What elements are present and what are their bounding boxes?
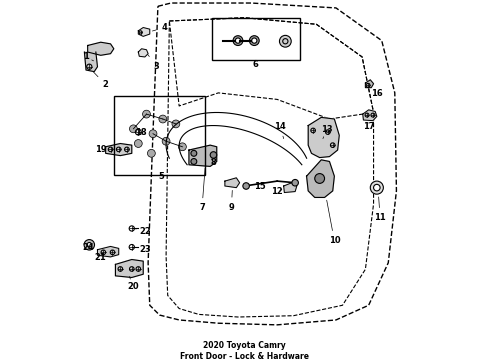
Text: 19: 19 (95, 145, 106, 154)
Circle shape (279, 35, 291, 47)
Circle shape (233, 36, 243, 45)
Text: 15: 15 (254, 183, 265, 192)
Text: 2: 2 (93, 72, 108, 89)
Circle shape (149, 130, 157, 138)
Circle shape (369, 181, 383, 194)
Circle shape (251, 38, 256, 43)
Text: 2020 Toyota Camry
Front Door - Lock & Hardware: 2020 Toyota Camry Front Door - Lock & Ha… (180, 341, 308, 360)
Circle shape (162, 137, 170, 145)
Circle shape (190, 158, 196, 165)
Polygon shape (188, 145, 216, 166)
Circle shape (373, 184, 379, 191)
Circle shape (249, 36, 259, 45)
Text: 23: 23 (134, 245, 150, 254)
Text: 13: 13 (320, 125, 332, 139)
Bar (114, 96, 205, 175)
Circle shape (190, 150, 196, 156)
Polygon shape (138, 27, 149, 36)
Circle shape (134, 140, 142, 148)
Circle shape (147, 149, 155, 157)
Text: 4: 4 (152, 23, 167, 32)
Text: 1: 1 (83, 53, 93, 62)
Polygon shape (362, 110, 376, 121)
Text: 21: 21 (94, 253, 106, 262)
Text: 18: 18 (135, 128, 146, 137)
Text: 17: 17 (363, 122, 374, 131)
Polygon shape (138, 49, 148, 57)
Text: 11: 11 (373, 197, 385, 222)
Polygon shape (283, 183, 296, 193)
Text: 5: 5 (158, 172, 164, 181)
Circle shape (87, 243, 91, 247)
Circle shape (291, 179, 298, 186)
Polygon shape (306, 160, 334, 197)
Circle shape (243, 183, 249, 189)
Circle shape (178, 143, 186, 151)
Text: 20: 20 (127, 276, 138, 291)
Text: 16: 16 (368, 84, 382, 98)
Text: 12: 12 (271, 187, 283, 196)
Polygon shape (224, 178, 239, 188)
Text: 7: 7 (199, 168, 204, 212)
Circle shape (142, 110, 150, 118)
Circle shape (210, 152, 216, 158)
Polygon shape (84, 52, 97, 72)
Text: 14: 14 (273, 122, 285, 139)
Circle shape (129, 125, 137, 133)
Circle shape (235, 38, 240, 43)
Circle shape (84, 239, 94, 250)
Circle shape (314, 174, 324, 183)
Text: 22: 22 (134, 227, 150, 236)
Text: 8: 8 (210, 158, 216, 167)
Circle shape (159, 115, 166, 123)
Circle shape (172, 120, 180, 128)
Polygon shape (115, 260, 143, 278)
Text: 3: 3 (148, 55, 159, 71)
Polygon shape (307, 117, 339, 158)
Polygon shape (87, 42, 114, 55)
Text: 6: 6 (252, 60, 258, 69)
Text: 9: 9 (228, 190, 234, 212)
Text: 24: 24 (82, 243, 94, 252)
Bar (211, 18, 300, 60)
Text: 10: 10 (326, 200, 340, 245)
Polygon shape (105, 144, 131, 156)
Polygon shape (365, 80, 373, 87)
Polygon shape (97, 247, 119, 257)
